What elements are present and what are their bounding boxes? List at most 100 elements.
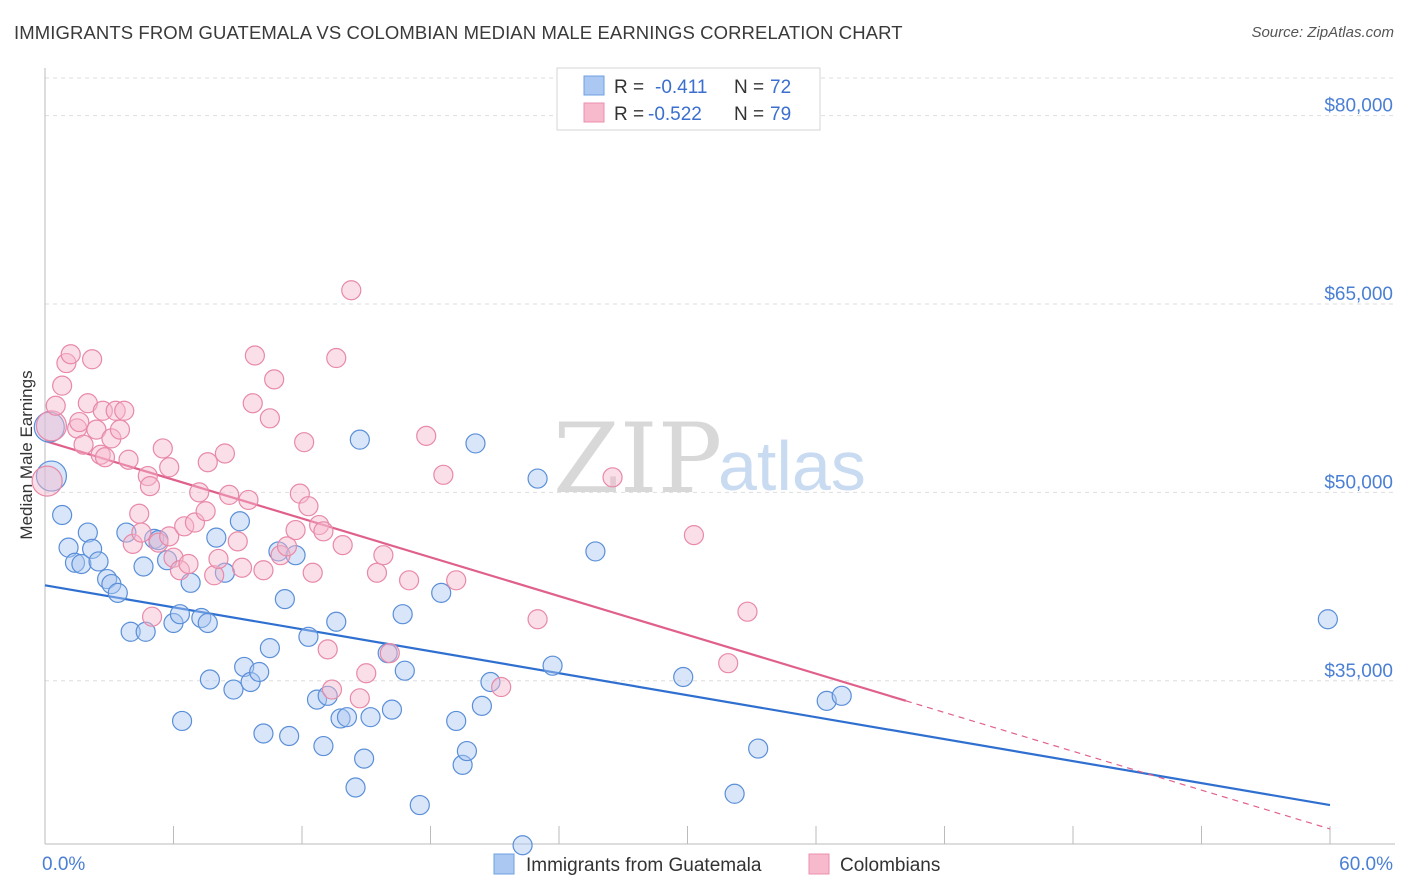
colombians-point — [313, 521, 334, 542]
colombians-point — [683, 524, 705, 546]
colombians-point — [69, 411, 90, 433]
colombians-point — [737, 601, 758, 622]
guatemala-point — [542, 655, 563, 676]
colombians-point — [94, 447, 116, 468]
tick-labels: $35,000 $50,000 $65,000 $80,000 0.0% 60.0% — [42, 96, 1393, 875]
series-colombians-points — [31, 280, 758, 709]
colombians-point — [60, 344, 81, 365]
colombians-point — [276, 536, 298, 557]
colombians-point — [321, 679, 343, 700]
colombians-point — [332, 535, 353, 556]
colombians-point — [82, 349, 103, 370]
guatemala-point — [360, 707, 381, 728]
colombians-point — [298, 496, 319, 517]
trend-lines — [44, 439, 1331, 830]
guatemala-point — [330, 708, 351, 729]
guatemala-point — [431, 582, 452, 603]
colombians-point — [253, 560, 274, 581]
guatemala-point — [512, 835, 533, 856]
colombians-point — [105, 400, 126, 421]
colombians-point — [238, 489, 259, 511]
guatemala-point — [229, 511, 250, 532]
guatemala-point — [392, 604, 413, 625]
colombians-point — [204, 565, 225, 586]
colombians-point — [197, 452, 218, 473]
colombians-point — [349, 688, 370, 709]
colombians-point — [398, 570, 420, 591]
colombians-point — [366, 562, 388, 583]
source-credit: Source: ZipAtlas.com — [1251, 24, 1394, 41]
colombians-point — [109, 419, 131, 440]
colombians-point — [373, 545, 394, 566]
guatemala-point — [171, 710, 193, 732]
colombians-point — [294, 432, 315, 453]
legend-r-value: -0.522 — [648, 104, 702, 125]
y-tick-label: $35,000 — [1324, 661, 1393, 682]
colombians-point — [491, 676, 512, 698]
guatemala-point — [35, 460, 68, 492]
colombians-point — [379, 643, 400, 664]
colombians-point — [118, 449, 139, 470]
legend-n-label: N = — [734, 104, 764, 125]
x-tick-label: 0.0% — [42, 854, 85, 875]
colombians-point — [131, 522, 152, 543]
colombians-point — [231, 557, 253, 578]
colombians-point — [189, 482, 210, 503]
guatemala-point — [77, 522, 98, 543]
legend-r-value: -0.411 — [655, 77, 707, 98]
guatemala-point — [471, 695, 492, 716]
legend-swatch-pink — [583, 102, 605, 123]
watermark-zip: ZIP — [553, 403, 722, 515]
grid-lines — [45, 77, 1395, 682]
colombians-point — [227, 531, 248, 552]
colombians-point — [208, 548, 229, 570]
colombians-point — [152, 438, 173, 459]
legend: R = -0.411 N = 72 R = -0.522 N = 79 — [556, 67, 821, 131]
legend-swatch-blue — [583, 75, 605, 96]
guatemala-point — [107, 582, 128, 603]
guatemala-point — [234, 656, 255, 678]
colombians-point — [45, 395, 66, 416]
guatemala-point — [527, 468, 548, 489]
colombians-point — [139, 476, 161, 497]
guatemala-point — [120, 621, 141, 642]
y-tick-label: $80,000 — [1324, 96, 1393, 117]
guatemala-point — [724, 783, 745, 804]
colombians-point — [137, 465, 158, 487]
guatemala-point — [249, 661, 270, 683]
guatemala-point — [169, 604, 191, 625]
guatemala-point — [336, 707, 358, 728]
colombians-point — [214, 443, 235, 464]
watermark: ZIP atlas — [553, 403, 866, 515]
colombians-point — [317, 639, 338, 660]
bottom-legend-label: Immigrants from Guatemala — [526, 855, 762, 876]
bottom-legend-swatch-pink — [808, 853, 830, 875]
guatemala-point — [285, 545, 306, 566]
legend-n-label: N = — [734, 77, 764, 98]
guatemala-point — [354, 748, 375, 769]
guatemala-point — [199, 669, 221, 690]
colombians-point — [148, 532, 169, 553]
colombians-point — [242, 393, 263, 414]
legend-r-label: R = — [614, 104, 644, 125]
y-tick-label: $65,000 — [1324, 284, 1393, 305]
colombians-point — [163, 547, 184, 568]
guatemala-point — [133, 556, 154, 577]
colombians-point — [195, 501, 216, 522]
guatemala-point — [306, 689, 328, 710]
guatemala-point — [52, 504, 73, 526]
legend-n-value: 72 — [770, 77, 791, 98]
colombians-point — [416, 425, 437, 446]
guatemala-point — [349, 429, 370, 450]
colombians-point — [122, 533, 143, 554]
y-tick-label: $50,000 — [1324, 472, 1393, 493]
watermark-atlas: atlas — [718, 427, 866, 505]
guatemala-point — [585, 541, 606, 562]
guatemala-point — [71, 553, 92, 575]
guatemala-point — [465, 433, 486, 454]
colombians-point — [129, 503, 150, 524]
guatemala-point — [253, 723, 274, 744]
guatemala-point — [298, 626, 319, 647]
guatemala-point — [206, 527, 227, 548]
guatemala-point — [274, 589, 295, 610]
